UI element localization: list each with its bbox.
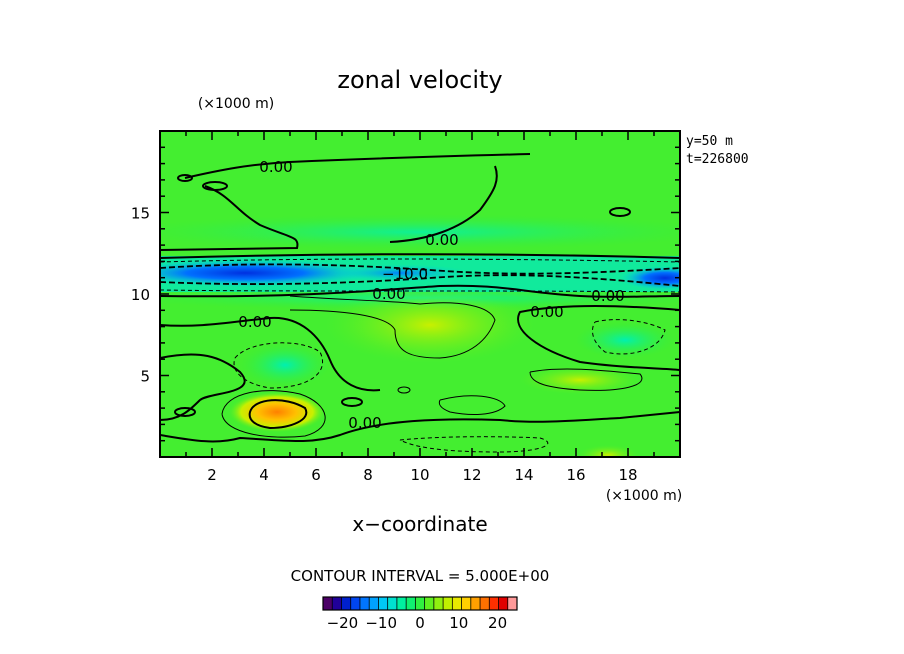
pos-core-inner: [248, 399, 308, 430]
neg-contour-bottom: [399, 436, 549, 453]
positive-core: [229, 392, 325, 432]
colorbar-swatch: [480, 597, 490, 610]
yellow-region-right: [520, 366, 640, 394]
info-time: t=226800: [686, 152, 749, 167]
colorbar-swatch: [470, 597, 481, 610]
y-axis-unit: (×1000 m): [198, 96, 274, 112]
colorbar-swatch: [461, 597, 472, 610]
pos-contour-band: [289, 295, 496, 359]
contour-label: 0.00: [238, 313, 271, 331]
contour-label: 0.00: [372, 285, 405, 303]
zero-contour-jet-bottom: [160, 284, 680, 298]
zero-contour-lower: [160, 411, 680, 443]
colorbar-swatch: [489, 597, 500, 610]
colorbar-swatch: [332, 597, 342, 610]
contour-label: 0.00: [425, 231, 458, 249]
small-contour-5: [397, 386, 411, 394]
y-tick-label: 10: [131, 286, 150, 304]
colorbar-swatch: [323, 597, 333, 610]
x-tick-label: 2: [207, 466, 217, 484]
zero-contour-top: [184, 153, 531, 179]
colorbar-swatch: [415, 597, 426, 610]
x-tick-label: 14: [514, 466, 533, 484]
y-tick-label: 15: [131, 205, 150, 223]
colorbar-frame: [322, 596, 518, 611]
small-contour-3: [609, 207, 631, 217]
small-contour-2: [202, 181, 228, 191]
x-axis-label: x−coordinate: [352, 512, 487, 536]
zero-contour-jet-top: [160, 253, 680, 259]
jet-core-left: [160, 259, 375, 287]
contour-label: 0.00: [348, 414, 381, 432]
x-tick-label: 6: [311, 466, 321, 484]
colorbar-swatch: [406, 597, 416, 610]
colorbar-swatch: [369, 597, 379, 610]
x-tick-label: 16: [566, 466, 585, 484]
colorbar-swatch: [341, 597, 352, 610]
colorbar-labels: −20 −10 0 10 20: [327, 614, 508, 632]
pos-contour-center-low: [438, 395, 506, 415]
colorbar-swatch: [350, 597, 361, 610]
y-axis: 5 10 15: [131, 146, 680, 442]
x-tick-label: 4: [259, 466, 269, 484]
zero-contour-lower-2: [160, 353, 246, 421]
small-contour-4: [174, 407, 196, 417]
zero-contour-upper: [160, 185, 299, 251]
zero-contour-upper-2: [389, 165, 498, 243]
band-upper: [160, 214, 680, 250]
contour-lines: [160, 153, 680, 453]
colorbar-swatch: [452, 597, 463, 610]
colorbar-tick-label: 10: [449, 614, 468, 632]
colorbar-swatch: [443, 597, 453, 610]
contour-label: 0.00: [259, 158, 292, 176]
contour-label: 0.00: [530, 303, 563, 321]
colorbar-tick-label: 20: [488, 614, 507, 632]
x-tick-label: 18: [618, 466, 637, 484]
bottom-spot: [578, 445, 638, 457]
colorbar-swatch: [359, 597, 370, 610]
y-tick-label: 5: [140, 368, 150, 386]
colorbar-tick-label: −10: [365, 614, 397, 632]
x-tick-label: 8: [363, 466, 373, 484]
zero-contour-mid: [160, 316, 381, 392]
chart-title: zonal velocity: [337, 66, 502, 94]
colorbar-swatch: [507, 597, 518, 610]
small-contour-1: [177, 174, 193, 182]
jet-neg-contour-2: [160, 274, 680, 287]
heatmap-field: [160, 131, 680, 457]
jet-neg-contour-1: [160, 263, 680, 275]
colorbar-swatch: [498, 597, 509, 610]
contour-label: 0.00: [591, 287, 624, 305]
x-axis-unit: (×1000 m): [606, 488, 682, 504]
neg-contour-right: [592, 319, 666, 355]
cyan-patch-left: [240, 343, 330, 387]
colorbar-tick-label: 0: [415, 614, 425, 632]
colorbar-swatch: [424, 597, 435, 610]
colorbar-swatch: [378, 597, 389, 610]
colorbar-swatch: [396, 597, 407, 610]
contour-labels: 0.00 0.00 −10.0 0.00 0.00 0.00 0.00 0.00: [238, 158, 624, 432]
x-tick-label: 10: [410, 466, 429, 484]
pos-contour-right-low: [529, 368, 643, 391]
contour-label: −10.0: [382, 265, 428, 283]
x-tick-label: 12: [462, 466, 481, 484]
info-depth: y=50 m: [686, 134, 733, 149]
contour-interval: CONTOUR INTERVAL = 5.000E+00: [291, 567, 550, 585]
x-axis: 2 4 6 8 10 12 14 16 18: [185, 131, 655, 484]
colorbar-swatch: [387, 597, 398, 610]
colorbar-tick-label: −20: [327, 614, 359, 632]
pos-core-outer: [221, 390, 326, 438]
zero-contour-mid-right: [517, 305, 680, 371]
small-contour-6: [341, 397, 363, 407]
cyan-patch-right: [575, 322, 675, 358]
colorbar-swatch: [433, 597, 444, 610]
colorbar: [322, 596, 518, 611]
yellow-region: [325, 287, 535, 363]
